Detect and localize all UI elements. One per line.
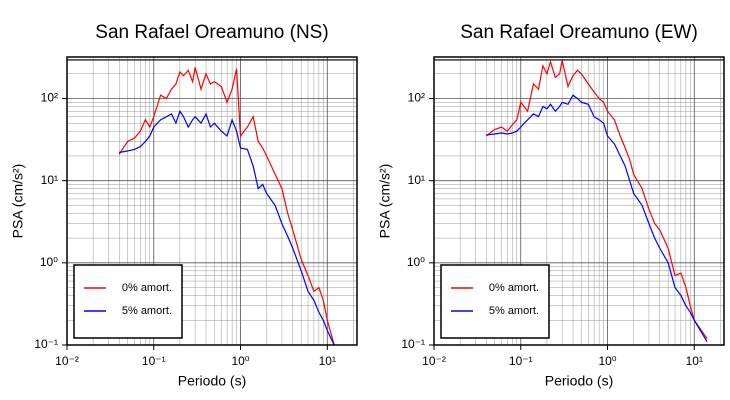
y-tick-label: 10² (41, 91, 58, 105)
legend-label: 5% amort. (489, 305, 539, 317)
y-tick-label: 10⁻¹ (34, 337, 58, 351)
plot-frame (66, 56, 358, 346)
legend-label: 0% amort. (122, 282, 172, 294)
legend-label: 5% amort. (122, 305, 172, 317)
legend-box (440, 264, 550, 339)
y-tick-label: 10⁻¹ (401, 337, 425, 351)
y-tick-label: 10¹ (408, 173, 425, 187)
y-axis-label: PSA (cm/s²) (377, 164, 393, 239)
legend-box (73, 264, 183, 339)
y-axis-label: PSA (cm/s²) (10, 164, 26, 239)
chart-title: San Rafael Oreamuno (NS) (95, 22, 328, 43)
data-line (119, 109, 335, 346)
plot: 10⁻² 10⁻¹ 10⁰ 10¹ 10⁻¹ 10⁰ 10¹ 10² San Rafael Or… (377, 22, 725, 389)
legend-label: 0% amort. (489, 282, 539, 294)
y-tick-label: 10⁰ (40, 255, 58, 269)
y-tick-label: 10² (408, 91, 425, 105)
x-tick-label: 10⁻¹ (142, 354, 166, 368)
x-tick-label: 10⁰ (231, 354, 249, 368)
x-tick-label: 10¹ (686, 354, 703, 368)
x-tick-label: 10⁻² (55, 354, 79, 368)
y-tick-label: 10⁰ (407, 255, 425, 269)
x-tick-label: 10⁻² (422, 354, 446, 368)
data-line (118, 67, 335, 346)
plot-frame (433, 56, 725, 346)
x-axis-label: Periodo (s) (545, 373, 613, 389)
chart-title: San Rafael Oreamuno (EW) (460, 22, 698, 43)
data-line (486, 94, 708, 342)
x-tick-label: 10¹ (319, 354, 336, 368)
data-line (485, 59, 708, 339)
plot: 10⁻² 10⁻¹ 10⁰ 10¹ 10⁻¹ 10⁰ 10¹ 10² San Rafael Or… (10, 22, 358, 389)
x-tick-label: 10⁻¹ (509, 354, 533, 368)
x-axis-label: Periodo (s) (178, 373, 246, 389)
y-tick-label: 10¹ (41, 173, 58, 187)
x-tick-label: 10⁰ (598, 354, 616, 368)
